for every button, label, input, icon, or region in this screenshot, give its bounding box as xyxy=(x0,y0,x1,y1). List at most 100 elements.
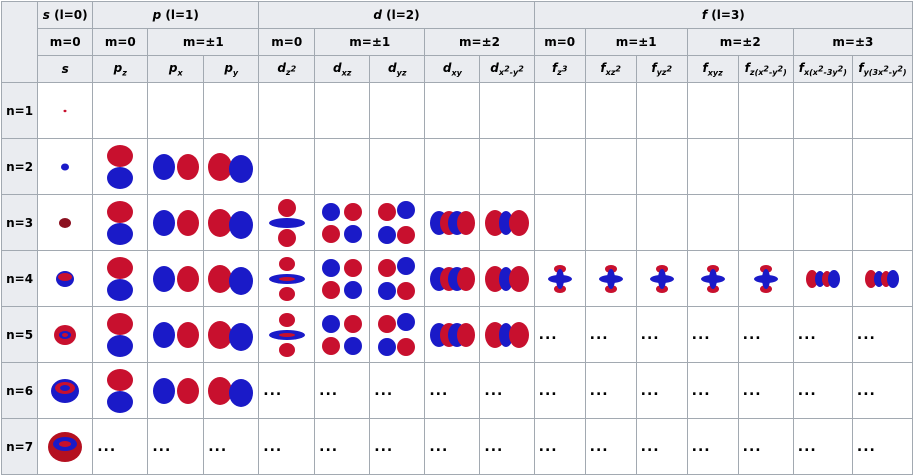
dyz-orbital-shape xyxy=(378,200,416,244)
s4-orbital-shape xyxy=(56,270,75,287)
orbital-symbol: d xyxy=(388,60,397,75)
orbital-sub: z2 xyxy=(285,64,297,78)
table-row: n=4 xyxy=(0,250,913,307)
d-lobe xyxy=(378,314,397,333)
orbital-cell xyxy=(686,82,739,139)
px-left xyxy=(152,377,175,404)
orbital-cell xyxy=(424,194,481,251)
orbital-sup: 2 xyxy=(837,64,844,74)
orbital-cell: ... xyxy=(258,418,316,475)
d-lobe xyxy=(485,265,506,292)
orbital-cell: ... xyxy=(258,362,316,419)
s-core xyxy=(62,332,69,337)
orbital-cell: ... xyxy=(369,362,426,419)
orbital-symbol: f xyxy=(651,60,657,75)
orbital-cell xyxy=(635,250,688,307)
orbital-cell xyxy=(792,194,853,251)
group-l-value: (l=2) xyxy=(381,8,420,22)
py-left xyxy=(208,264,233,293)
orbital-header-0: s xyxy=(37,55,94,83)
orbital-sup: 2 xyxy=(666,64,673,74)
pz-orbital-shape xyxy=(107,200,134,245)
orbital-symbol: f xyxy=(858,60,864,75)
orbital-symbol: f xyxy=(702,60,708,75)
orbital-cell xyxy=(479,82,535,139)
group-l-value: (l=0) xyxy=(49,8,88,22)
px-left xyxy=(152,321,175,348)
orbital-cell xyxy=(92,138,149,195)
group-letter: f xyxy=(701,8,708,22)
orbital-header-1: pz xyxy=(92,55,149,83)
py-right xyxy=(229,322,254,351)
orbital-cell xyxy=(737,194,794,251)
m-header-9: m=±3 xyxy=(792,28,913,56)
orbital-sub: z(x2-y2) xyxy=(749,64,787,78)
orbital-cell xyxy=(314,138,371,195)
orbital-symbol: p xyxy=(168,60,178,75)
orbital-cell: ... xyxy=(737,418,794,475)
py-right xyxy=(229,266,254,295)
orbital-symbol: d xyxy=(442,60,452,75)
s7-orbital-shape xyxy=(48,431,83,462)
px-orbital-shape xyxy=(152,153,199,180)
orbital-header-7: dxy xyxy=(424,55,481,83)
orbital-cell: ... xyxy=(424,362,481,419)
f-lobe xyxy=(814,270,825,287)
fx-orbital-shape xyxy=(865,269,900,288)
dx2-orbital-shape xyxy=(485,209,530,236)
orbital-header-10: fxz2 xyxy=(584,55,637,83)
s-inner xyxy=(58,272,73,281)
dxy-orbital-shape xyxy=(430,210,476,235)
m-header-8: m=±2 xyxy=(686,28,794,56)
table-row: n=7.....................................… xyxy=(0,418,913,475)
d-lobe xyxy=(322,314,341,333)
orbital-cell xyxy=(258,138,316,195)
f-lobe xyxy=(657,268,666,289)
orbital-cell xyxy=(37,194,94,251)
dz-torus xyxy=(268,217,305,228)
f-lobe xyxy=(606,268,615,289)
orbital-cell: ... xyxy=(314,418,371,475)
d-lobe xyxy=(509,321,530,348)
pz-bottom xyxy=(107,166,134,189)
s1-orbital-shape xyxy=(63,109,67,112)
orbital-cell xyxy=(147,362,205,419)
orbital-cell xyxy=(203,82,260,139)
orbital-cell xyxy=(369,138,426,195)
orbital-cell xyxy=(37,250,94,307)
orbital-cell xyxy=(203,194,260,251)
s2-orbital-shape xyxy=(61,163,70,170)
orbital-cell xyxy=(369,250,426,307)
orbital-sup: 2 xyxy=(763,64,769,74)
orbital-cell: ... xyxy=(369,418,426,475)
s5-orbital-shape xyxy=(54,324,77,345)
orbital-cell: ... xyxy=(203,418,260,475)
orbital-cell: ... xyxy=(424,418,481,475)
orbital-sup: 2 xyxy=(615,64,621,74)
dz-bottom xyxy=(278,286,295,301)
orbital-sub: y xyxy=(232,68,239,78)
d-lobe xyxy=(397,337,416,356)
dz-top xyxy=(278,312,295,327)
orbital-cell xyxy=(258,306,316,363)
py-orbital-shape xyxy=(208,264,254,295)
orbital-sub: xy xyxy=(451,68,462,78)
orbital-cell: ... xyxy=(686,362,739,419)
row-label-n: n=2 xyxy=(0,138,39,195)
orbital-cell: ... xyxy=(792,362,853,419)
orbital-sub: yz xyxy=(396,68,407,78)
px-orbital-shape xyxy=(152,321,199,348)
py-left xyxy=(208,208,233,237)
px-right xyxy=(176,377,199,404)
orbital-sub: x2-y2 xyxy=(498,64,524,78)
orbital-cell xyxy=(37,138,94,195)
orbital-symbol: f xyxy=(600,60,606,75)
orbital-cell xyxy=(92,306,149,363)
dxz-orbital-shape xyxy=(322,258,363,299)
py-left xyxy=(208,320,233,349)
d-lobe xyxy=(344,280,363,299)
d-lobe xyxy=(378,225,397,244)
orbital-cell xyxy=(147,250,205,307)
d-lobe xyxy=(499,322,514,347)
group-header-1: p (l=1) xyxy=(92,1,260,29)
